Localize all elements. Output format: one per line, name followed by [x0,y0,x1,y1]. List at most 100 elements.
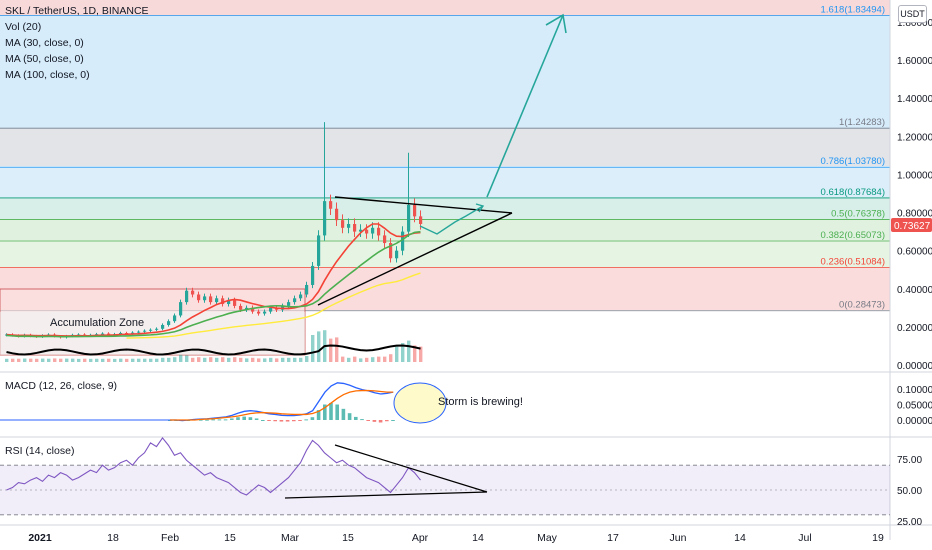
rsi-legend[interactable]: RSI (14, close) [5,443,74,459]
volume-bar [413,345,417,362]
macd-histogram-bar [223,419,228,421]
fib-level-label: 0.786(1.03780) [821,156,885,167]
volume-bar [329,338,333,362]
macd-histogram-bar [316,410,321,420]
macd-tick-label: 0.05000 [897,401,932,412]
volume-bar [395,346,399,362]
candle-body [311,265,315,285]
candle-body [329,201,333,209]
volume-bar [239,357,243,362]
candle-body [383,235,387,244]
candle-body [407,204,411,232]
price-tick-label: 0.20000 [897,323,932,334]
time-tick-label: 2021 [28,532,52,544]
price-tick-label: 1.20000 [897,132,932,143]
time-tick-label: 19 [872,532,884,544]
study-ma100[interactable]: MA (100, close, 0) [5,69,90,81]
time-tick-label: Feb [161,532,179,544]
volume-bar [227,357,231,362]
macd-signal-line [170,389,394,421]
candle-body [365,229,369,234]
volume-bar [179,354,183,362]
accumulation-zone-label: Accumulation Zone [50,317,144,329]
volume-bar [251,357,255,362]
candle-body [341,220,345,228]
candle-body [335,208,339,221]
current-price-value: 0.73627 [894,221,931,232]
volume-bar [245,358,249,362]
storm-highlight-circle [393,382,447,424]
volume-bar [41,358,45,362]
volume-bar [353,356,357,362]
study-vol[interactable]: Vol (20) [5,21,42,33]
candle-body [161,324,165,329]
volume-bar [71,358,75,362]
macd-title[interactable]: MACD (12, 26, close, 9) [5,380,118,392]
volume-bar [29,358,33,362]
time-axis[interactable]: 2021 18 Feb 15 Mar 15 Apr 14 May 17 Jun 14 Jul 19 [28,532,884,544]
candle-body [305,284,309,295]
volume-bar [299,357,303,362]
candle-body [293,298,297,303]
price-tick-label: 0.40000 [897,285,932,296]
candle-body [167,321,171,325]
candle-body [149,329,153,331]
macd-histogram-bar [230,418,234,420]
macd-histogram-bar [298,420,302,421]
macd-histogram-bar [267,420,271,421]
volume-bar [77,358,81,362]
candle-body [323,201,327,236]
volume-bar [143,358,147,362]
macd-histogram-bar [248,417,253,420]
rsi-tick-label: 25.00 [897,517,922,528]
fib-band-1618 [0,16,890,129]
volume-bar [59,358,63,362]
volume-bar [401,343,405,362]
price-tick-label: 1.60000 [897,56,932,67]
candle-body [143,330,147,332]
candle-body [221,298,225,305]
macd-histogram-bar [341,408,346,420]
study-ma50[interactable]: MA (50, close, 0) [5,53,84,65]
projection-arrowhead [475,203,485,213]
candlesticks [5,122,423,339]
fib-band-top [0,0,890,16]
rsi-title[interactable]: RSI (14, close) [5,445,75,457]
study-ma30[interactable]: MA (30, close, 0) [5,37,84,49]
candle-body [185,290,189,303]
time-tick-label: 15 [342,532,354,544]
macd-histogram-bar [360,419,364,421]
time-tick-label: Jun [670,532,687,544]
volume-bar [65,358,69,362]
macd-histogram-bar [285,420,290,422]
candle-body [269,307,273,312]
volume-bar [101,358,105,362]
candle-body [371,227,375,234]
volume-bar [257,358,261,362]
candle-body [155,328,159,330]
volume-bar [383,356,387,362]
volume-bar [317,331,321,362]
ma50-line [6,230,421,338]
candle-body [401,231,405,251]
volume-bar [161,357,165,362]
price-axis[interactable]: 1.80000 1.60000 1.40000 1.20000 1.00000 0.800… [897,18,932,528]
moving-averages [6,223,421,356]
macd-histogram-bar [304,419,308,421]
price-legend: SKL / TetherUS, 1D, BINANCE Vol (20) MA … [5,3,149,83]
volume-bar [113,358,117,362]
volume-bar [185,355,189,362]
volume-bar [35,358,39,362]
macd-legend[interactable]: MACD (12, 26, close, 9) [5,378,117,394]
price-tick-label: 0.80000 [897,209,932,220]
symbol-title[interactable]: SKL / TetherUS, 1D, BINANCE [5,5,149,17]
price-tick-label: 0.60000 [897,247,932,258]
macd-histogram-bar [261,420,265,421]
volume-bar [293,357,297,362]
volume-bar [263,358,267,362]
rsi-upper-trendline [334,444,488,493]
currency-button[interactable]: USDT [898,5,927,23]
price-tick-label: 1.80000 [897,18,932,29]
fib-band-1 [0,129,890,166]
